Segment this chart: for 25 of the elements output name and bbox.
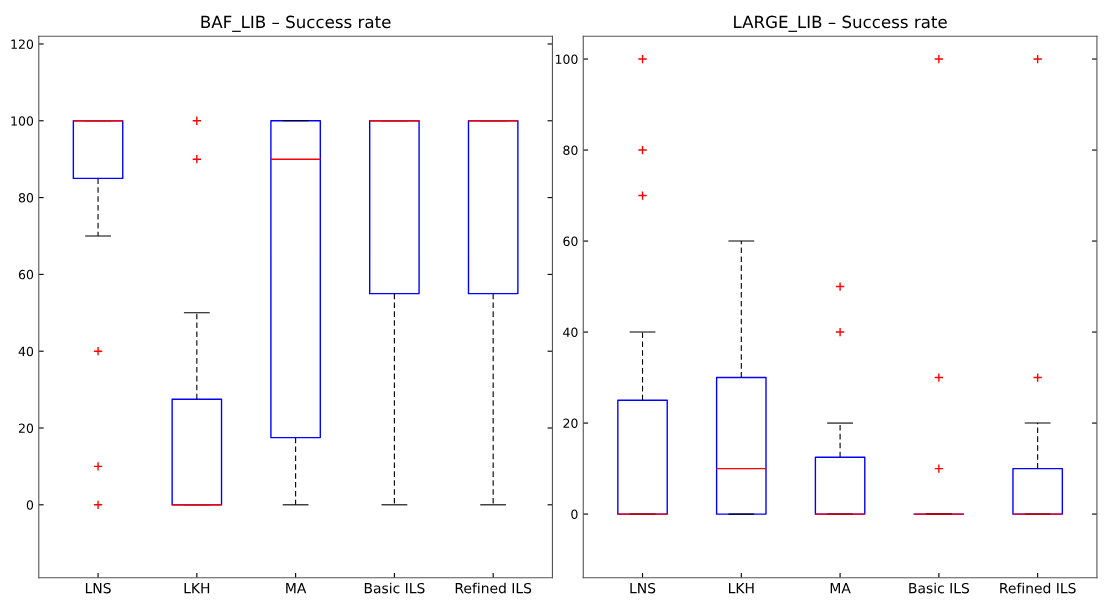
y-tick-label: 100: [555, 54, 578, 64]
y-tick-label: 120: [11, 39, 34, 49]
y-tick-label: 0: [571, 509, 578, 519]
x-tick-label: LNS: [85, 582, 111, 594]
chart-title: BAF_LIB – Success rate: [201, 15, 391, 32]
x-tick-label: MA: [286, 583, 307, 594]
chart-title: LARGE_LIB – Success rate: [734, 15, 947, 32]
y-tick-label: 100: [11, 116, 34, 126]
x-tick-label: Refined ILS: [1000, 582, 1076, 594]
x-tick-label: Basic ILS: [909, 582, 970, 594]
x-tick-label: LNS: [630, 582, 656, 594]
y-tick-label: 40: [563, 327, 578, 337]
x-tick-label: LKH: [729, 583, 754, 594]
x-tick-label: LKH: [184, 583, 210, 594]
y-tick-label: 20: [563, 418, 578, 428]
y-tick-label: 20: [18, 423, 34, 433]
x-tick-label: Basic ILS: [364, 582, 425, 594]
y-tick-label: 80: [563, 145, 578, 155]
y-tick-label: 60: [18, 269, 34, 280]
y-tick-label: 80: [18, 193, 34, 203]
x-tick-label: MA: [830, 583, 851, 594]
x-tick-label: Refined ILS: [455, 582, 532, 594]
y-tick-label: 0: [26, 500, 34, 510]
y-tick-label: 40: [18, 346, 34, 357]
y-tick-label: 60: [563, 236, 578, 246]
